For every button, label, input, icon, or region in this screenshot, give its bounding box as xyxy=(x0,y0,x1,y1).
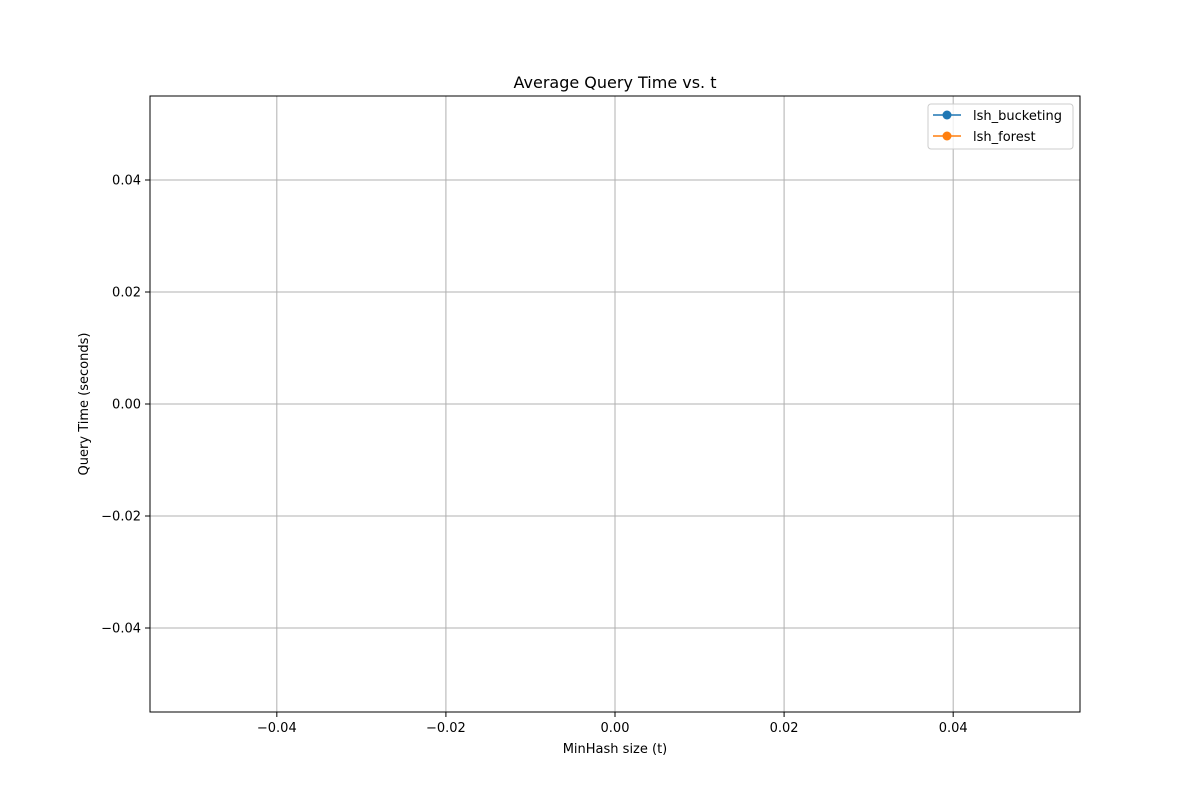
legend-box xyxy=(927,103,1074,150)
y-tick-label: −0.04 xyxy=(101,622,141,637)
legend-marker-swatch xyxy=(942,110,952,120)
y-tick-label: −0.02 xyxy=(101,510,141,525)
legend-entry-lsh_bucketing: lsh_bucketing xyxy=(933,109,1062,124)
x-tick-label: 0.04 xyxy=(939,721,968,736)
legend-entry-lsh_forest: lsh_forest xyxy=(933,130,1036,145)
x-tick-label: −0.04 xyxy=(257,721,297,736)
x-axis-label: MinHash size (t) xyxy=(563,742,668,757)
y-axis-label: Query Time (seconds) xyxy=(77,333,92,476)
grid-lines xyxy=(150,96,1080,712)
x-axis-ticks: −0.04 −0.02 0.00 0.02 0.04 xyxy=(257,712,968,736)
x-tick-label: 0.00 xyxy=(601,721,630,736)
y-axis-ticks: −0.04 −0.02 0.00 0.02 0.04 xyxy=(101,174,150,637)
x-tick-label: 0.02 xyxy=(770,721,799,736)
chart-title: Average Query Time vs. t xyxy=(514,73,717,92)
y-tick-label: 0.02 xyxy=(112,286,141,301)
legend-label: lsh_forest xyxy=(973,130,1036,145)
legend: lsh_bucketing lsh_forest xyxy=(927,103,1074,150)
y-tick-label: 0.04 xyxy=(112,174,141,189)
y-tick-label: 0.00 xyxy=(112,398,141,413)
legend-marker-swatch xyxy=(942,131,952,141)
legend-label: lsh_bucketing xyxy=(973,109,1062,124)
legend-entries: lsh_bucketing lsh_forest xyxy=(933,109,1062,145)
x-tick-label: −0.02 xyxy=(426,721,466,736)
